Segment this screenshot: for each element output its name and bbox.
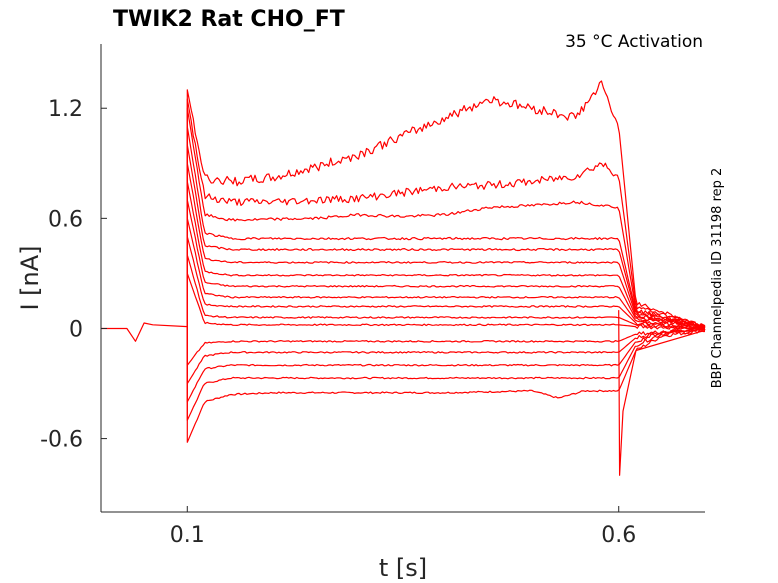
y-ticks: -0.6 0 0.6 1.2 (40, 97, 107, 453)
sweep-trace (186, 126, 706, 329)
sweep-trace (186, 236, 706, 330)
source-note: BBP Channelpedia ID 31198 rep 2 (710, 168, 725, 389)
sweep-trace (186, 254, 705, 331)
sweep-trace (186, 326, 706, 385)
y-tick-label: -0.6 (40, 428, 83, 453)
sweep-trace (186, 144, 706, 329)
sweep-trace (186, 98, 706, 329)
x-axis-label: t [s] (379, 554, 427, 582)
traces (101, 80, 706, 476)
y-tick-label: 1.2 (48, 97, 83, 122)
sweep-trace (186, 80, 706, 329)
sweep-trace (186, 217, 706, 331)
y-axis-label: I [nA] (16, 245, 44, 310)
x-tick-label: 0.6 (601, 523, 636, 548)
baseline-trace (101, 322, 188, 342)
chart-title: TWIK2 Rat CHO_FT (113, 7, 345, 32)
off-transient-trace (618, 310, 706, 476)
sweep-trace (186, 162, 706, 329)
y-tick-label: 0 (69, 317, 83, 342)
sweep-trace (186, 328, 705, 421)
sweep-trace (186, 328, 706, 443)
sweep-trace (186, 181, 706, 329)
sweep-trace (186, 327, 706, 366)
x-tick-label: 0.1 (170, 523, 205, 548)
x-ticks: 0.1 0.6 (170, 506, 636, 548)
y-tick-label: 0.6 (48, 207, 83, 232)
chart-subtitle: 35 °C Activation (565, 32, 703, 52)
sweep-trace (186, 107, 706, 329)
sweep-trace (186, 199, 706, 329)
